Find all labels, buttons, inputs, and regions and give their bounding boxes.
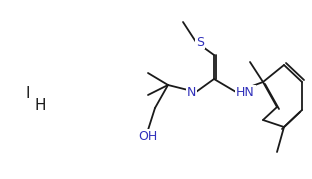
Text: N: N — [187, 86, 196, 98]
Text: S: S — [196, 35, 204, 49]
Text: I: I — [26, 86, 30, 100]
Text: HN: HN — [236, 86, 255, 98]
Text: OH: OH — [139, 130, 158, 143]
Text: H: H — [34, 98, 46, 112]
